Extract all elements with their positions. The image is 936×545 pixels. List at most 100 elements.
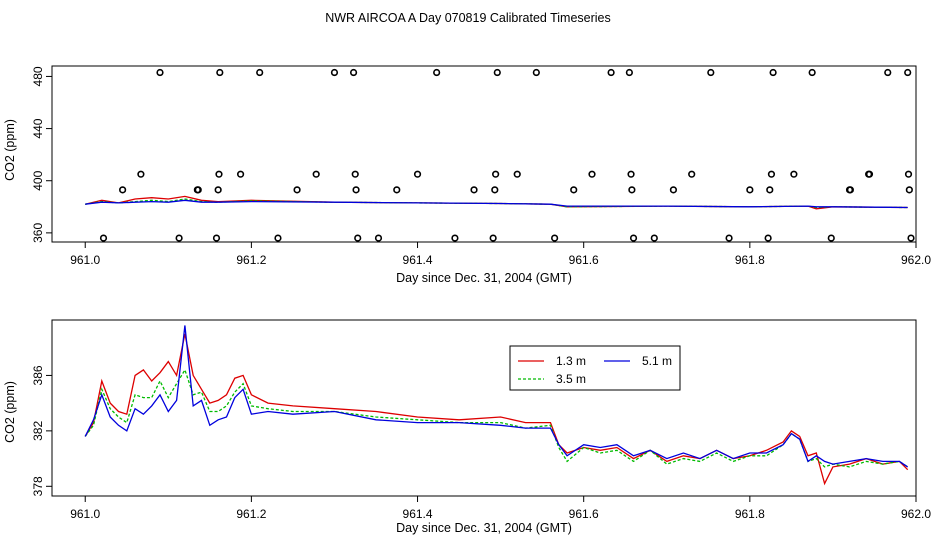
data-point-marker: [330, 68, 339, 77]
data-point-marker: [492, 170, 500, 178]
data-point-marker: [607, 68, 615, 77]
data-point-marker: [846, 186, 854, 194]
x-axis-top: 961.0 961.2 961.4 961.6 961.8 962.0: [70, 242, 931, 267]
data-point-marker: [137, 170, 145, 178]
data-point-marker: [688, 170, 696, 178]
data-point-marker: [175, 234, 183, 242]
data-point-marker: [470, 186, 478, 194]
data-point-marker: [766, 186, 774, 194]
panel-bottom: 961.0 961.2 961.4 961.6 961.8 962.0 378 382 386…: [3, 319, 931, 535]
y-axis-top: 360 400 440 480: [31, 66, 52, 243]
data-point-marker: [650, 234, 658, 242]
x-tick-label: 961.6: [569, 253, 599, 267]
data-point-marker: [274, 234, 282, 242]
data-point-marker: [215, 170, 223, 178]
series-line-1-3-m: [84, 333, 909, 486]
data-point-marker: [625, 68, 633, 77]
legend: 1.3 m 5.1 m 3.5 m: [509, 345, 681, 391]
series-line-5-1-m: [85, 199, 908, 209]
data-point-marker: [99, 234, 108, 242]
x-tick-label: 961.4: [403, 253, 433, 267]
plot-frame-top: [51, 65, 917, 243]
data-point-marker: [904, 170, 913, 178]
data-point-marker: [351, 170, 359, 178]
data-point-marker: [119, 186, 127, 194]
series-group-top: [85, 195, 908, 210]
data-point-marker: [764, 234, 772, 242]
y-tick-label: 480: [31, 66, 45, 86]
data-point-marker: [513, 170, 521, 178]
data-point-marker: [827, 234, 835, 242]
y-axis-label-top: CO2 (ppm): [3, 119, 17, 181]
data-point-marker: [214, 186, 222, 194]
data-point-marker: [746, 186, 754, 194]
data-point-marker: [904, 68, 912, 77]
data-point-marker: [194, 186, 202, 194]
x-axis-bottom: 961.0 961.2 961.4 961.6 961.8 962.0: [70, 496, 931, 521]
data-point-marker: [312, 170, 320, 178]
data-point-marker: [769, 68, 777, 77]
series-line-3-5-m: [84, 368, 909, 468]
data-point-marker: [905, 186, 913, 194]
legend-label-1-3m: 1.3 m: [556, 354, 586, 368]
y-tick-label: 440: [31, 118, 45, 138]
y-axis-label-bottom: CO2 (ppm): [3, 381, 17, 443]
data-point-marker: [669, 186, 678, 194]
y-tick-label: 386: [31, 365, 45, 385]
y-tick-label: 382: [31, 421, 45, 441]
x-tick-label: 961.8: [735, 507, 765, 521]
x-axis-label-bottom: Day since Dec. 31, 2004 (GMT): [396, 521, 572, 535]
data-point-marker: [212, 234, 221, 242]
data-point-marker: [216, 68, 224, 77]
x-tick-label: 961.8: [735, 253, 765, 267]
data-point-marker: [293, 186, 301, 194]
data-point-marker: [790, 170, 798, 178]
figure-title: NWR AIRCOA A Day 070819 Calibrated Times…: [325, 11, 611, 25]
x-tick-label: 961.2: [236, 507, 266, 521]
data-point-marker: [532, 68, 540, 77]
data-point-marker: [907, 234, 915, 242]
data-point-marker: [551, 234, 559, 242]
data-point-marker: [489, 234, 497, 242]
data-point-marker: [352, 186, 360, 194]
plot-frame-bottom: [51, 319, 917, 497]
data-point-marker: [491, 186, 499, 194]
data-point-marker: [349, 68, 358, 77]
x-tick-label: 962.0: [901, 507, 931, 521]
data-point-marker: [588, 170, 596, 178]
x-tick-label: 961.2: [236, 253, 266, 267]
x-tick-label: 961.0: [70, 507, 100, 521]
data-point-marker: [393, 186, 401, 194]
data-point-marker: [156, 68, 164, 77]
data-point-marker: [707, 68, 715, 77]
data-point-marker: [236, 170, 245, 178]
y-axis-bottom: 378 382 386: [31, 365, 52, 496]
y-tick-label: 400: [31, 170, 45, 190]
data-point-marker: [884, 68, 892, 77]
data-point-marker: [493, 68, 501, 77]
data-point-marker: [256, 68, 264, 77]
data-point-marker: [354, 234, 362, 242]
data-point-marker: [627, 170, 635, 178]
data-point-marker: [374, 234, 383, 242]
y-tick-label: 378: [31, 476, 45, 496]
y-tick-label: 360: [31, 223, 45, 243]
data-point-marker: [451, 234, 459, 242]
data-point-marker: [413, 170, 422, 178]
legend-label-3-5m: 3.5 m: [556, 372, 586, 386]
data-point-marker: [433, 68, 441, 77]
x-tick-label: 961.6: [569, 507, 599, 521]
data-point-marker: [808, 68, 816, 77]
x-tick-label: 961.4: [403, 507, 433, 521]
series-line-5-1-m: [84, 325, 909, 468]
x-axis-label-top: Day since Dec. 31, 2004 (GMT): [396, 271, 572, 285]
legend-box: [509, 345, 681, 391]
legend-label-5-1m: 5.1 m: [642, 354, 672, 368]
panel-top: 961.0 961.2 961.4 961.6 961.8 962.0 360 400 440…: [3, 65, 931, 285]
series-group-bottom: [84, 325, 909, 486]
markers-group-top: [99, 68, 915, 242]
data-point-marker: [629, 234, 638, 242]
data-point-marker: [628, 186, 636, 194]
